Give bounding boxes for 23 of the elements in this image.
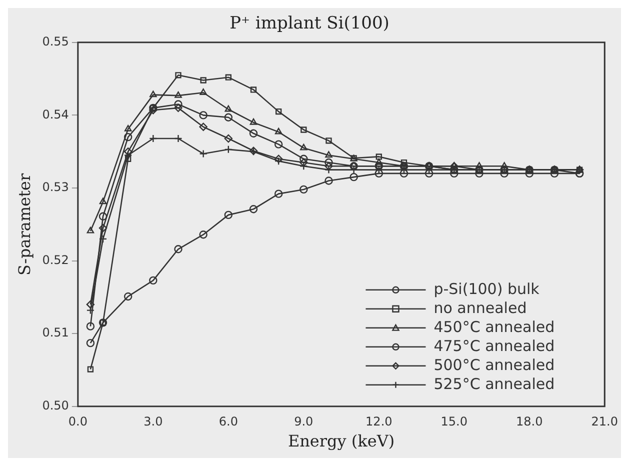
x-tick-label: 18.0 <box>516 414 543 429</box>
y-axis-title: S-parameter <box>14 172 34 276</box>
x-tick-label: 12.0 <box>366 414 392 429</box>
y-tick-label: 0.51 <box>42 326 69 340</box>
y-tick-label: 0.55 <box>42 34 69 49</box>
y-tick-label: 0.52 <box>42 252 69 267</box>
x-tick-label: 21.0 <box>591 414 618 429</box>
chart-title: P⁺ implant Si(100) <box>230 14 390 34</box>
x-tick-label: 15.0 <box>440 414 468 429</box>
x-tick-label: 3.0 <box>144 414 163 429</box>
x-axis-title: Energy (keV) <box>288 432 395 451</box>
legend-label: 500°C annealed <box>434 356 555 374</box>
y-tick-label: 0.50 <box>42 398 69 413</box>
legend-label: 450°C annealed <box>434 318 555 336</box>
x-tick-label: 0.0 <box>68 414 88 429</box>
legend-label: 475°C annealed <box>434 336 555 355</box>
legend-label: p-Si(100) bulk <box>434 280 540 298</box>
legend-label: 525°C annealed <box>434 374 555 393</box>
x-tick-label: 9.0 <box>294 414 314 429</box>
y-tick-label: 0.54 <box>42 107 69 122</box>
legend-label: no annealed <box>434 298 527 317</box>
y-tick-label: 0.53 <box>42 180 69 194</box>
x-tick-label: 6.0 <box>218 414 238 429</box>
